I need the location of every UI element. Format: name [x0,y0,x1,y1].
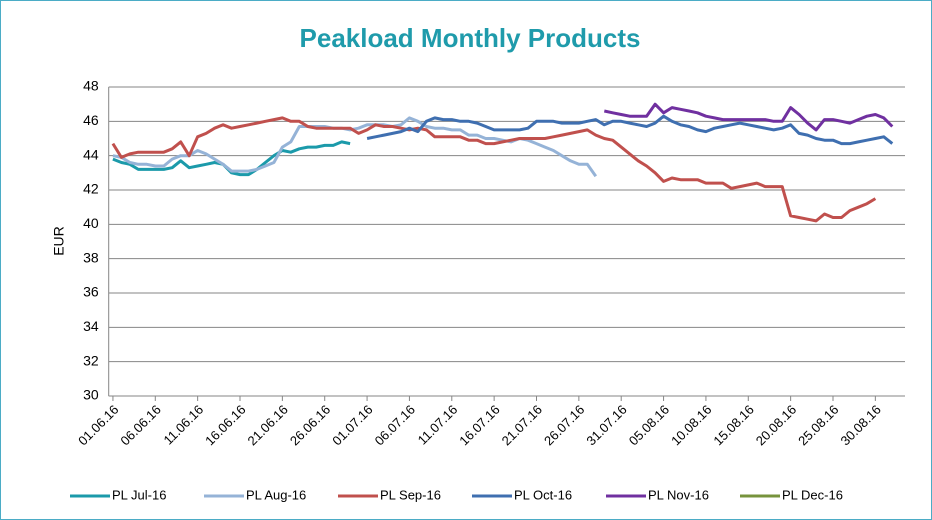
y-tick-label: 30 [83,387,99,403]
series-line [112,140,351,177]
y-tick-label: 44 [83,146,99,162]
legend-label: PL Nov-16 [648,487,709,502]
y-tick-label: 32 [83,352,99,368]
y-tick-label: 46 [83,112,99,128]
y-tick-label: 42 [83,181,99,197]
series-line [111,116,877,223]
y-tick-label: 40 [83,215,99,231]
chart-title: Peakload Monthly Products [300,23,641,53]
legend-label: PL Oct-16 [514,487,572,502]
y-tick-label: 36 [83,284,99,300]
legend-label: PL Jul-16 [112,487,166,502]
y-tick-label: 48 [83,78,99,94]
y-tick-label: 38 [83,249,99,265]
series-line [366,114,894,146]
y-tick-label: 34 [83,318,99,334]
y-axis-label: EUR [51,226,67,256]
series-line [603,102,894,132]
legend-label: PL Dec-16 [782,487,843,502]
legend-label: PL Aug-16 [246,487,306,502]
legend-label: PL Sep-16 [380,487,441,502]
